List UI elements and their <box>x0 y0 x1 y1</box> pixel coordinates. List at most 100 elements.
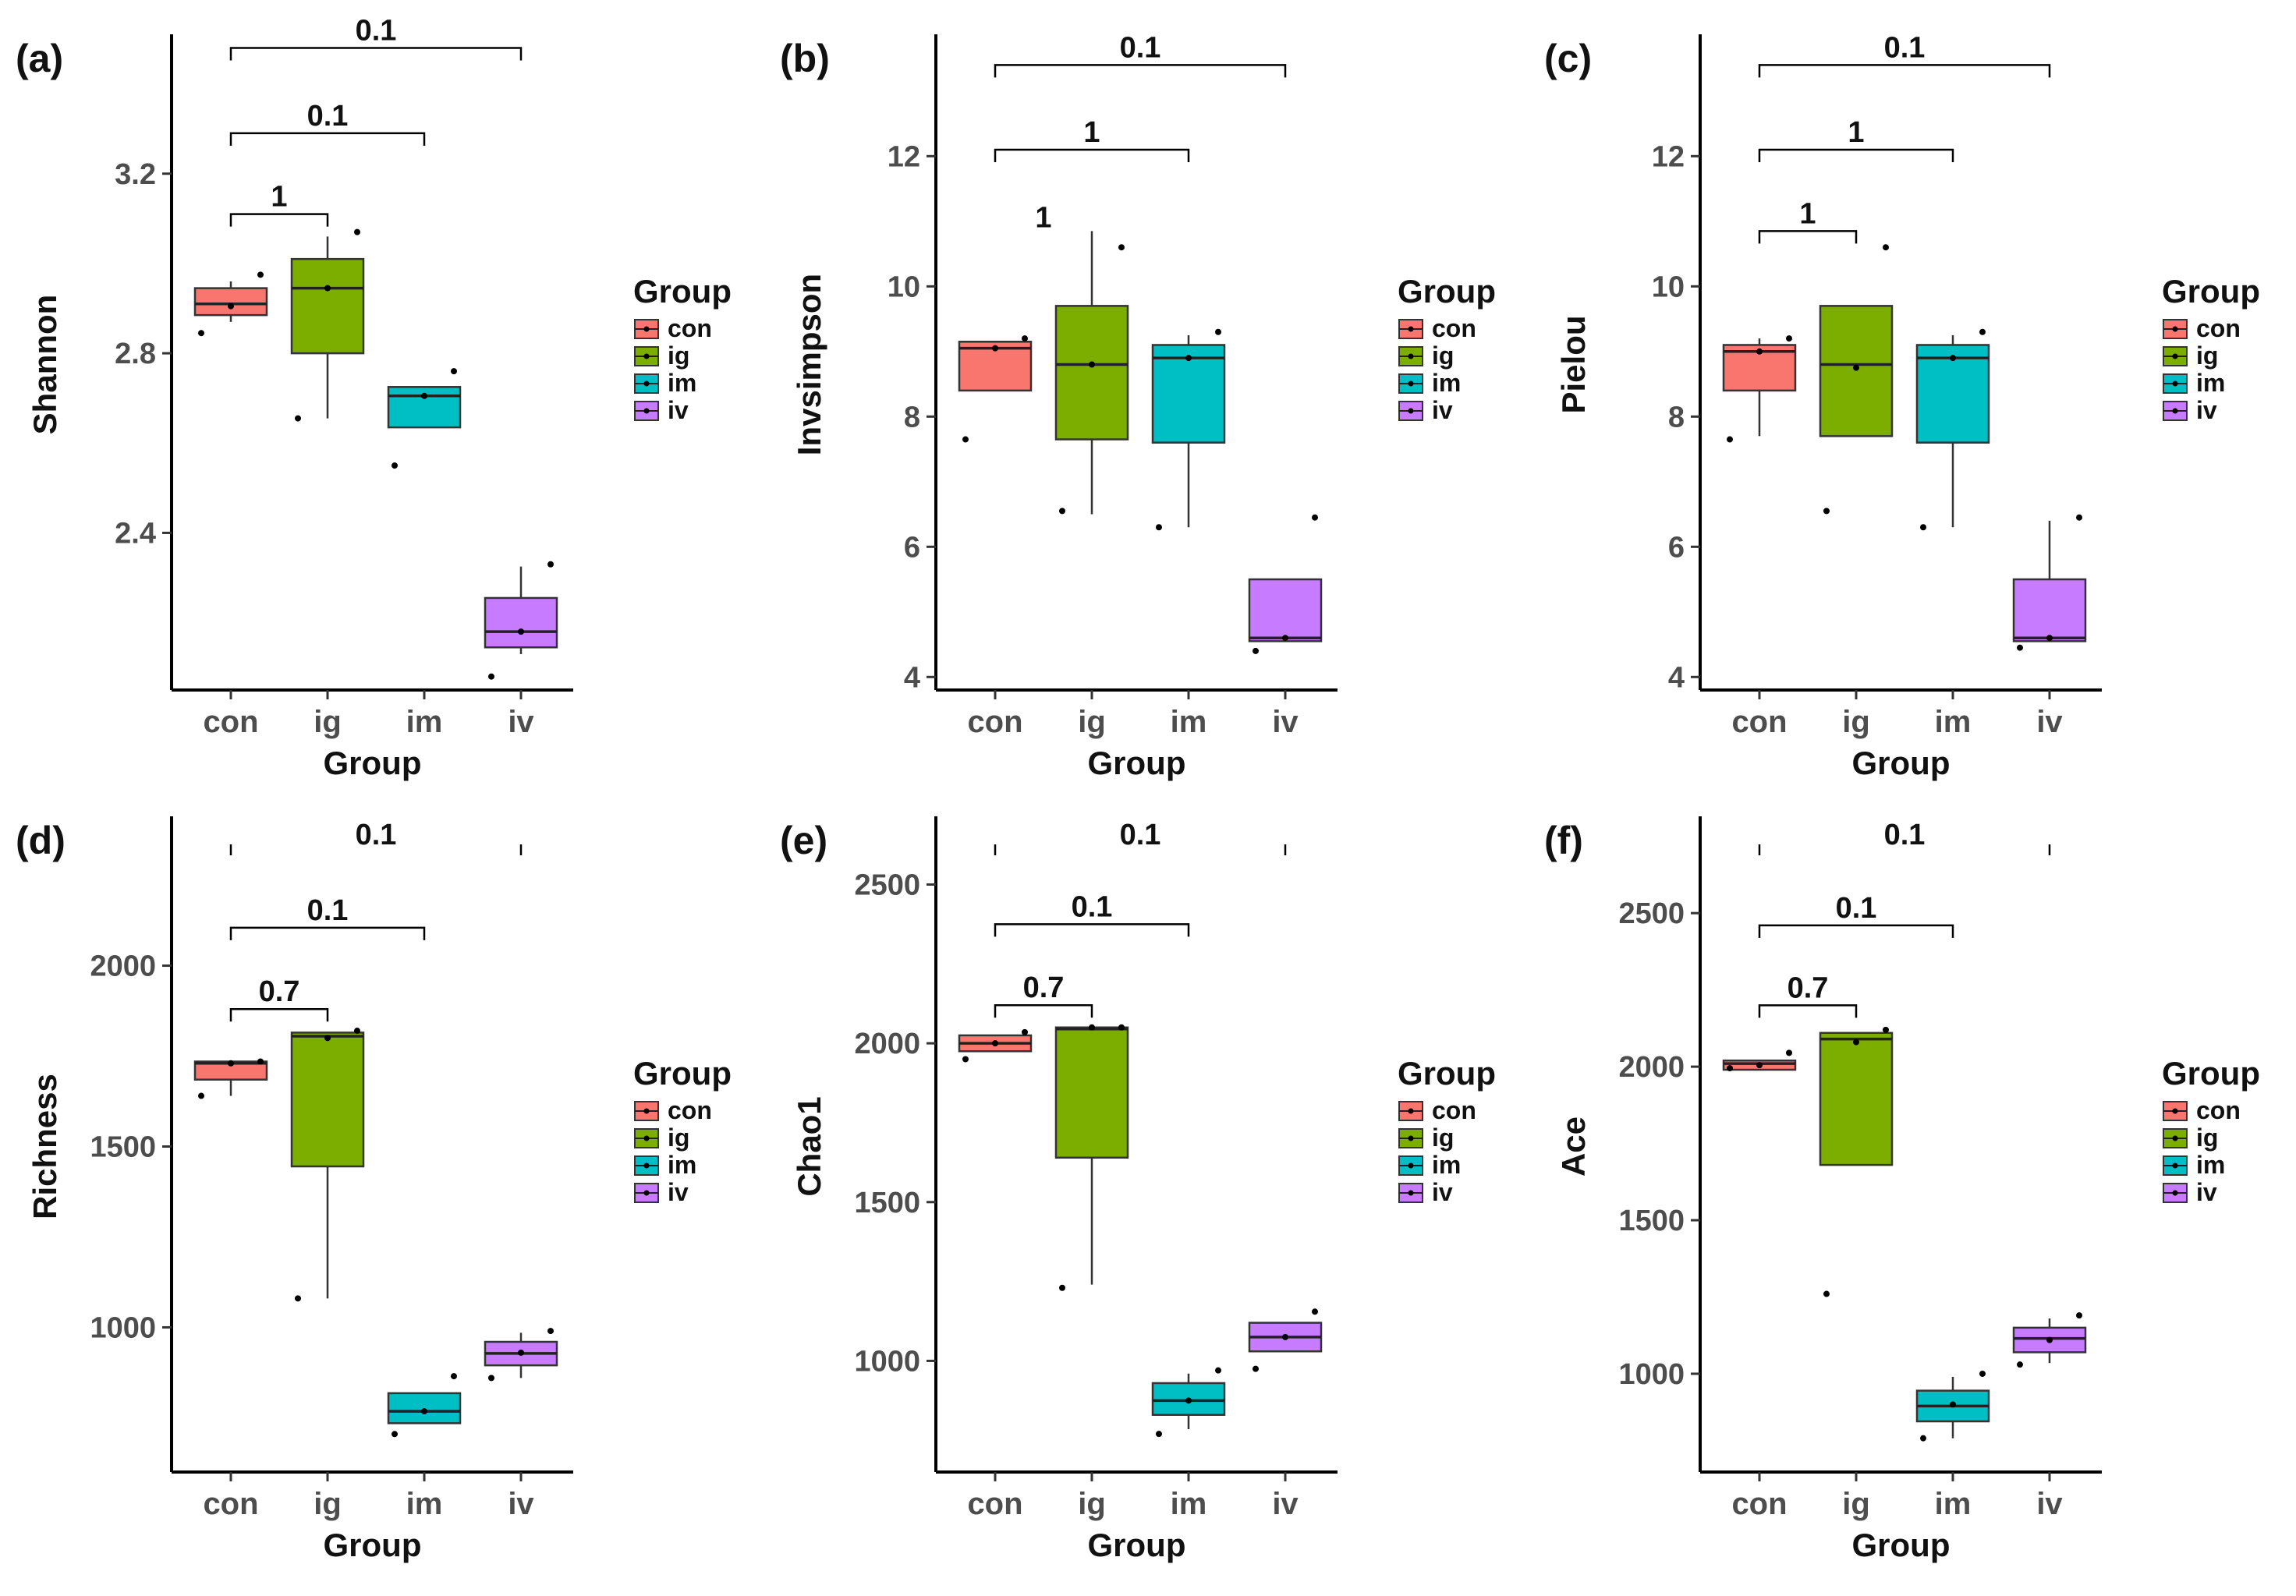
x-axis-title: Group <box>324 745 422 781</box>
legend-key-iv <box>2163 1183 2188 1203</box>
x-axis-title: Group <box>1852 745 1951 781</box>
legend-key-iv <box>1398 401 1423 421</box>
y-tick-label: 10 <box>888 271 920 303</box>
box-im <box>1151 344 1226 444</box>
x-tick-label: ig <box>1078 1487 1106 1521</box>
legend-key-ig <box>1398 346 1423 366</box>
legend-label: ig <box>668 1124 689 1152</box>
data-point <box>1185 1397 1192 1404</box>
y-tick-label: 2000 <box>854 1028 920 1060</box>
legend-key-ig <box>634 346 659 366</box>
box-ig <box>1819 1032 1894 1166</box>
legend-label: iv <box>668 1178 689 1206</box>
data-point <box>1282 635 1288 642</box>
legend-label: con <box>668 314 712 342</box>
legend-swatch-point <box>1408 326 1414 332</box>
sig-label: 0.1 <box>1120 31 1161 64</box>
y-tick-label: 2.4 <box>115 517 156 550</box>
x-tick-label: im <box>406 1487 443 1521</box>
panel-letter: (a) <box>16 37 63 80</box>
legend-label: con <box>2196 1096 2241 1124</box>
x-tick-label: im <box>406 705 443 739</box>
x-axis-title: Group <box>1088 745 1186 781</box>
sig-label: 0.1 <box>1120 819 1161 851</box>
x-tick-label: con <box>1731 1487 1787 1521</box>
sig-bracket <box>994 1003 1093 1018</box>
data-point <box>257 1058 264 1065</box>
data-point <box>1156 1431 1162 1438</box>
legend-label: im <box>668 369 696 397</box>
data-point <box>1118 244 1125 251</box>
sig-bracket <box>229 47 523 61</box>
y-tick-label: 2000 <box>90 950 156 983</box>
box-iv <box>484 596 558 649</box>
legend-key-im <box>2163 373 2188 394</box>
legend-label: iv <box>2196 1178 2217 1206</box>
data-point <box>1920 524 1926 531</box>
data-point <box>1979 328 1986 335</box>
panel-letter: (b) <box>780 37 830 80</box>
legend-swatch-point <box>1408 1135 1414 1141</box>
data-point <box>1089 1024 1095 1031</box>
legend-swatch-point <box>1408 1162 1414 1169</box>
data-point <box>518 1349 524 1356</box>
box-con <box>193 287 268 317</box>
data-point <box>1853 364 1859 371</box>
x-axis-title: Group <box>324 1527 422 1563</box>
box-ig <box>1819 305 1894 437</box>
data-point <box>547 561 554 568</box>
data-point <box>1215 1367 1221 1374</box>
data-point <box>1253 647 1259 654</box>
y-tick-label: 10 <box>1652 271 1685 303</box>
x-tick-label: iv <box>2036 705 2063 739</box>
sig-label: 0.1 <box>1884 31 1926 64</box>
sig-label: 0.7 <box>259 975 300 1008</box>
data-point <box>2076 514 2082 521</box>
legend-key-con <box>2163 1101 2188 1121</box>
legend-swatch-point <box>643 1135 650 1141</box>
legend-label: con <box>668 1096 712 1124</box>
data-point <box>992 345 998 352</box>
y-tick-label: 2.8 <box>115 338 156 370</box>
legend-label: con <box>2196 314 2241 342</box>
y-tick-label: 1000 <box>90 1311 156 1344</box>
y-axis-title: Pielou <box>1555 315 1592 413</box>
data-point <box>2046 635 2053 642</box>
sig-label: 1 <box>271 181 287 214</box>
data-point <box>1059 1284 1065 1291</box>
legend-title: Group <box>1398 1055 1496 1092</box>
data-point <box>1823 1290 1830 1297</box>
data-point <box>392 1431 398 1438</box>
legend-swatch-point <box>1408 380 1414 387</box>
legend-key-im <box>2163 1155 2188 1176</box>
sig-bracket <box>229 1007 329 1022</box>
x-tick-label: iv <box>1272 705 1299 739</box>
legend-label: iv <box>1432 396 1453 424</box>
legend-swatch-point <box>2172 1135 2178 1141</box>
sig-label: 0.1 <box>356 15 397 48</box>
y-tick-label: 1500 <box>1618 1205 1685 1237</box>
data-point <box>1022 335 1028 342</box>
legend-title: Group <box>2162 1055 2260 1092</box>
box-ig <box>290 257 365 355</box>
sig-label: 1 <box>1035 202 1051 235</box>
box-im <box>1915 344 1990 444</box>
data-point <box>451 368 457 375</box>
data-point <box>421 1408 427 1415</box>
data-point <box>1156 524 1162 531</box>
data-point <box>1089 361 1095 368</box>
sig-label: 0.1 <box>307 100 349 133</box>
sig-bracket <box>1758 230 1858 244</box>
y-axis-title: Richness <box>27 1074 63 1219</box>
data-point <box>1756 1062 1763 1069</box>
data-point <box>1883 244 1889 251</box>
legend-label: ig <box>2196 341 2218 370</box>
y-tick-label: 1500 <box>854 1187 920 1219</box>
x-tick-label: con <box>967 1487 1022 1521</box>
box-ig <box>290 1032 365 1168</box>
x-tick-label: ig <box>314 1487 342 1521</box>
sig-bracket <box>1758 924 1954 938</box>
y-tick-label: 3.2 <box>115 158 156 191</box>
